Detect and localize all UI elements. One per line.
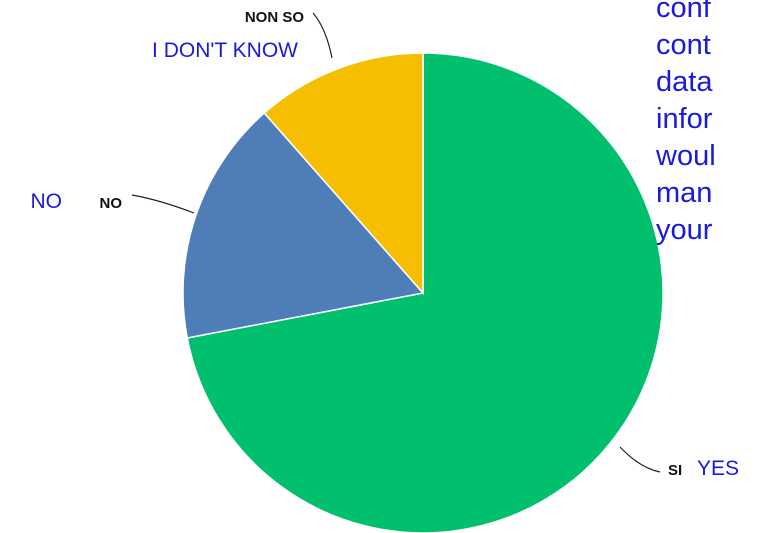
side-text-line: conf [656,0,711,24]
side-text-line: woul [656,140,716,172]
slice-label: NON SO [245,9,305,26]
pie-slice-yes [186,52,664,533]
pie-slice-no [182,111,425,339]
slice-translation-label: I DON'T KNOW [152,39,298,62]
side-text-line: cont [656,29,711,61]
side-text-line: your [656,214,713,246]
side-text-line: infor [656,103,713,135]
leader-line [619,446,661,473]
cropped-side-text: conf cont data infor woul man your [656,0,773,249]
leader-line [131,194,195,214]
slice-translation-label: NO [31,190,63,213]
slice-label: NO [100,195,123,212]
slice-translation-label: YES [697,457,739,480]
pie-slice-i-don-t-know [263,52,424,295]
side-text-line: data [656,66,713,98]
leader-line [312,12,333,59]
slice-label: SI [668,462,682,479]
side-text-line: man [656,177,713,209]
